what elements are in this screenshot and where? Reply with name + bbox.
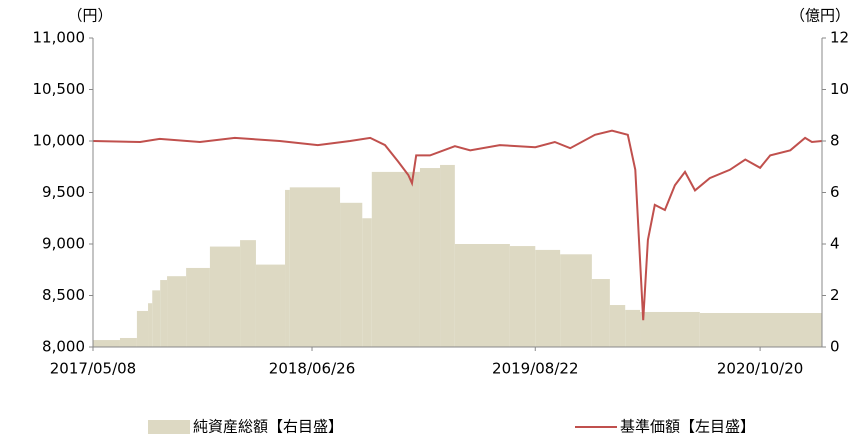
y2-unit-label: （億円） xyxy=(790,7,850,25)
area-step xyxy=(699,313,822,347)
area-step xyxy=(509,246,536,347)
y2-tick-label: 4 xyxy=(830,235,840,253)
y2-tick-label: 10 xyxy=(830,80,849,98)
area-step xyxy=(419,168,441,347)
area-step xyxy=(167,276,187,347)
area-step xyxy=(625,309,641,347)
y2-tick-label: 0 xyxy=(830,338,840,356)
area-step xyxy=(289,187,341,347)
area-step xyxy=(340,202,363,347)
area-step xyxy=(148,303,153,347)
legend-label: 純資産総額【右目盛】 xyxy=(193,418,343,436)
y2-tick-label: 2 xyxy=(830,286,840,304)
area-step xyxy=(136,310,149,347)
line-layer xyxy=(92,129,823,321)
area-step xyxy=(640,311,700,347)
area-step xyxy=(454,244,510,347)
y-tick-label: 10,000 xyxy=(33,132,86,150)
area-step xyxy=(119,337,137,347)
x-tick-label: 2019/08/22 xyxy=(492,360,578,378)
x-tick-label: 2017/05/08 xyxy=(50,360,136,378)
y-unit-label: （円） xyxy=(67,7,112,25)
area-step xyxy=(609,305,626,347)
area-step xyxy=(240,240,256,347)
area-step xyxy=(362,218,372,347)
y-tick-label: 11,000 xyxy=(33,29,86,47)
x-tick-label: 2018/06/26 xyxy=(269,360,355,378)
y-tick-label: 8,000 xyxy=(42,338,85,356)
y-tick-label: 8,500 xyxy=(42,286,85,304)
area-step xyxy=(440,164,455,347)
area-step xyxy=(93,340,120,347)
y-tick-label: 9,000 xyxy=(42,235,85,253)
area-layer xyxy=(93,164,822,347)
area-step xyxy=(560,254,592,347)
y-tick-label: 9,500 xyxy=(42,183,85,201)
legend-swatch xyxy=(148,420,190,434)
area-step xyxy=(160,280,168,347)
area-step xyxy=(535,249,561,347)
area-step xyxy=(186,267,210,347)
y2-tick-label: 6 xyxy=(830,183,840,201)
area-step xyxy=(255,264,286,347)
area-step xyxy=(152,290,161,347)
y2-tick-label: 8 xyxy=(830,132,840,150)
area-step xyxy=(591,279,610,347)
area-step xyxy=(209,246,241,347)
y-tick-label: 10,500 xyxy=(33,80,86,98)
y2-tick-label: 12 xyxy=(830,29,849,47)
area-step xyxy=(285,189,290,347)
nav-line xyxy=(92,129,823,321)
area-step xyxy=(371,171,420,347)
x-tick-label: 2020/10/20 xyxy=(717,360,803,378)
legend-label: 基準価額【左目盛】 xyxy=(620,418,755,436)
